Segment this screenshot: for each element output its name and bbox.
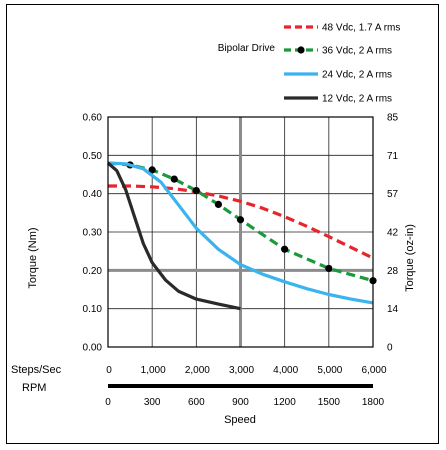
y-tick-label-6: 0.60 [83,113,103,124]
x-tick-label-rpm-5: 1500 [318,397,341,408]
legend-label-0: 48 Vdc, 1.7 A rms [322,23,400,34]
plot-area [107,116,374,348]
y2-tick-label-5: 71 [387,151,399,162]
y2-tick-label-4: 57 [387,189,399,200]
series-line-2 [107,161,374,305]
x-tick-label-rpm-3: 900 [232,397,249,408]
y2-tick-label-1: 14 [387,304,399,315]
series-1-marker-5 [236,216,245,224]
series-1-marker-4 [214,200,223,208]
series-line-0 [108,184,374,260]
x-tick-label-rpm-0: 0 [105,397,111,408]
x-row-label-steps: Steps/Sec [11,364,62,376]
y-tick-label-2: 0.20 [83,266,103,277]
series-line-3 [106,161,241,311]
x-tick-label-steps-1: 1,000 [141,365,166,376]
legend-label-3: 12 Vdc, 2 A rms [322,94,392,105]
y-axis-label: Torque (Nm) [27,227,39,288]
legend: 48 Vdc, 1.7 A rms 36 Vdc, 2 A rms 24 Vdc, … [284,23,400,105]
legend-marker-1 [297,46,305,54]
legend-label-2: 24 Vdc, 2 A rms [322,70,392,81]
y2-tick-label-3: 42 [387,228,399,239]
x-axis-label: Speed [224,414,256,426]
y2-tick-label-0: 0 [387,343,393,354]
y-tick-label-4: 0.40 [83,189,103,200]
x-axis-ticks: 0 1,000 2,000 3,000 4,000 5,000 6,000 0 300 600 90… [105,365,387,408]
x-tick-label-steps-3: 3,000 [229,365,254,376]
x-row-label-rpm: RPM [22,382,46,394]
y-tick-label-5: 0.50 [83,151,103,162]
y2-axis-label: Torque (oz-in) [404,224,416,292]
series-1-marker-3 [192,187,200,195]
x-tick-label-rpm-2: 600 [188,397,205,408]
x-tick-label-steps-6: 6,000 [361,365,386,376]
y-axis-right-ticks: 0 14 28 42 57 71 85 [387,113,399,354]
y-tick-label-3: 0.30 [83,228,103,239]
x-tick-label-rpm-4: 1200 [274,397,297,408]
x-tick-label-steps-5: 5,000 [317,365,342,376]
x-tick-label-steps-0: 0 [106,365,112,376]
y2-tick-label-2: 28 [387,266,399,277]
x-tick-label-rpm-1: 300 [144,397,161,408]
y2-tick-label-6: 85 [387,113,399,124]
legend-label-1: 36 Vdc, 2 A rms [322,46,392,57]
legend-title: Bipolar Drive [218,43,276,54]
series-1-marker-1 [148,166,156,174]
y-tick-label-1: 0.10 [83,304,103,315]
x-tick-label-steps-2: 2,000 [185,365,210,376]
series-1-marker-6 [281,245,289,253]
chart-frame [6,4,439,444]
series-1-marker-2 [170,175,178,183]
x-tick-label-rpm-6: 1800 [362,397,385,408]
series-1-marker-7 [325,264,333,273]
y-tick-label-0: 0.00 [83,343,103,354]
x-tick-label-steps-4: 4,000 [273,365,298,376]
y-axis-left-ticks: 0.00 0.10 0.20 0.30 0.40 0.50 0.60 [83,113,103,354]
series-lines [106,161,377,311]
